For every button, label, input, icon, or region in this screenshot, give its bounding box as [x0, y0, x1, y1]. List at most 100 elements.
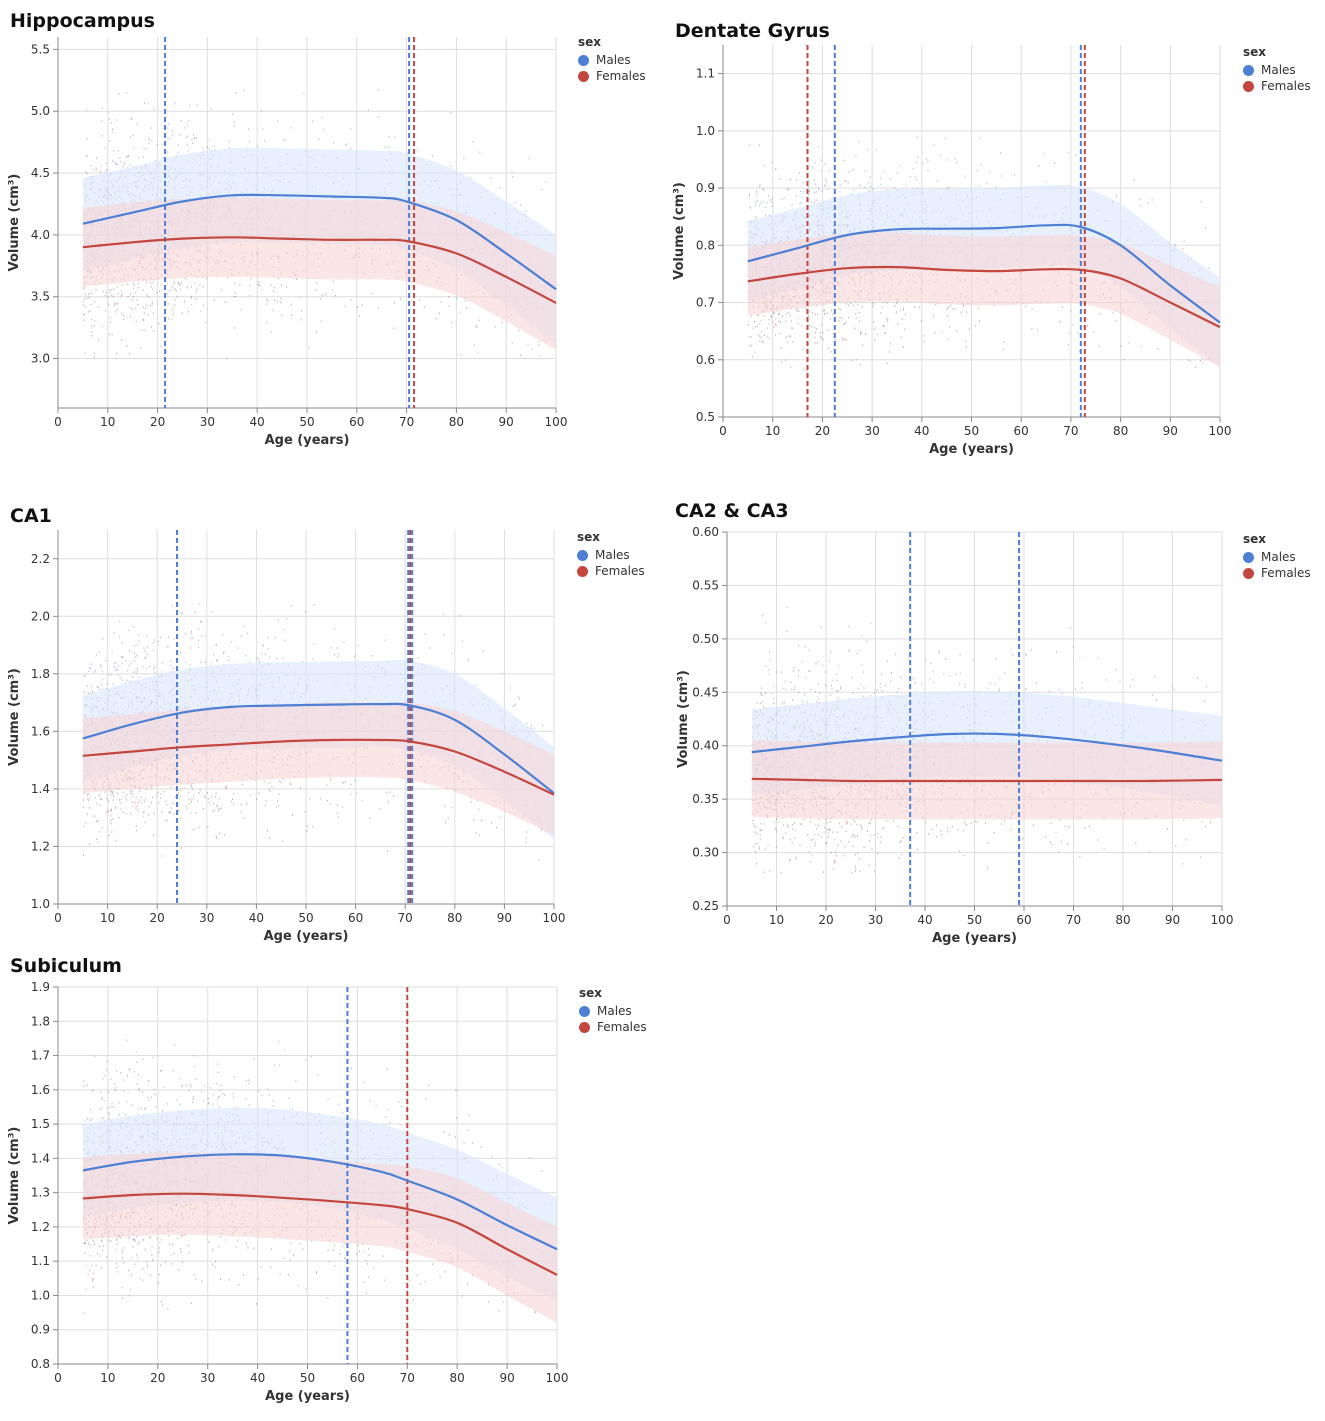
- scatter-point: [313, 604, 315, 606]
- scatter-point: [156, 795, 158, 797]
- scatter-point: [112, 791, 114, 793]
- scatter-point: [126, 345, 128, 347]
- scatter-point: [132, 805, 134, 808]
- scatter-point: [111, 334, 113, 336]
- scatter-point: [979, 320, 980, 322]
- scatter-point: [192, 134, 194, 136]
- scatter-point: [271, 786, 273, 788]
- scatter-point: [785, 320, 787, 322]
- scatter-point: [435, 318, 437, 320]
- scatter-point: [153, 667, 155, 670]
- scatter-point: [145, 656, 147, 659]
- scatter-point: [160, 636, 161, 639]
- scatter-point: [115, 669, 117, 671]
- scatter-point: [200, 621, 201, 623]
- scatter-point: [332, 280, 334, 283]
- scatter-point: [167, 302, 169, 305]
- scatter-point: [153, 330, 155, 332]
- scatter-point: [83, 286, 85, 289]
- scatter-point: [1079, 350, 1081, 352]
- scatter-point: [750, 315, 752, 317]
- scatter-point: [202, 147, 204, 149]
- scatter-point: [870, 186, 872, 188]
- scatter-point: [976, 169, 978, 172]
- scatter-point: [760, 202, 762, 204]
- scatter-point: [884, 332, 886, 335]
- scatter-point: [171, 308, 173, 311]
- scatter-point: [820, 159, 822, 162]
- scatter-point: [107, 296, 109, 298]
- scatter-point: [184, 633, 186, 635]
- scatter-point: [109, 289, 111, 292]
- scatter-point: [94, 320, 96, 322]
- scatter-point: [233, 125, 235, 127]
- scatter-point: [143, 156, 145, 158]
- scatter-point: [191, 295, 192, 298]
- series-line-males: [82, 193, 557, 291]
- scatter-point: [220, 288, 222, 291]
- scatter-point: [142, 815, 144, 818]
- scatter-point: [752, 327, 754, 329]
- scatter-point: [820, 331, 821, 334]
- scatter-point: [256, 657, 258, 659]
- legend-dot-females: [1243, 80, 1254, 92]
- scatter-point: [104, 147, 106, 149]
- y-axis-label: Volume (cm³): [672, 182, 687, 280]
- scatter-point: [266, 321, 268, 324]
- scatter-point: [766, 327, 768, 329]
- scatter-point: [146, 303, 148, 306]
- scatter-point: [341, 781, 343, 784]
- scatter-point: [128, 649, 130, 652]
- scatter-point: [848, 171, 850, 173]
- x-axis-label: Age (years): [929, 442, 1014, 457]
- scatter-point: [511, 171, 513, 174]
- scatter-point: [191, 286, 193, 288]
- scatter-point: [315, 289, 317, 291]
- scatter-point: [174, 299, 176, 301]
- scatter-point: [477, 352, 479, 355]
- scatter-point: [759, 185, 761, 188]
- scatter-point: [291, 314, 293, 316]
- scatter-point: [814, 161, 816, 164]
- scatter-point: [785, 336, 787, 338]
- scatter-point: [927, 170, 929, 172]
- scatter-point: [146, 667, 148, 669]
- scatter-point: [200, 310, 202, 313]
- scatter-point: [775, 318, 777, 320]
- scatter-point: [337, 656, 339, 658]
- scatter-point: [177, 619, 179, 622]
- scatter-point: [455, 297, 457, 300]
- scatter-point: [159, 290, 161, 293]
- scatter-point: [755, 325, 756, 328]
- scatter-point: [418, 299, 420, 301]
- scatter-point: [873, 303, 875, 305]
- scatter-point: [117, 665, 119, 667]
- scatter-point: [873, 321, 875, 323]
- scatter-point: [766, 335, 768, 338]
- scatter-point: [757, 325, 759, 327]
- scatter-point: [129, 293, 131, 295]
- scatter-point: [85, 171, 87, 173]
- scatter-point: [905, 184, 907, 187]
- legend: sex Males Females: [1243, 45, 1311, 94]
- scatter-point: [1147, 202, 1149, 204]
- scatter-point: [1208, 267, 1210, 269]
- scatter-point: [144, 657, 146, 659]
- scatter-point: [1068, 344, 1069, 346]
- scatter-point: [1182, 248, 1184, 250]
- scatter-point: [131, 118, 133, 121]
- scatter-point: [357, 306, 358, 308]
- scatter-point: [763, 164, 765, 167]
- scatter-point: [501, 672, 503, 675]
- scatter-point: [855, 358, 857, 361]
- scatter-point: [941, 330, 943, 333]
- scatter-point: [150, 127, 152, 129]
- scatter-point: [83, 675, 85, 678]
- scatter-point: [118, 150, 120, 152]
- scatter-point: [751, 355, 753, 358]
- scatter-point: [152, 312, 154, 315]
- scatter-point: [234, 327, 236, 329]
- scatter-point: [336, 812, 338, 814]
- scatter-point: [779, 178, 781, 180]
- scatter-point: [304, 611, 306, 613]
